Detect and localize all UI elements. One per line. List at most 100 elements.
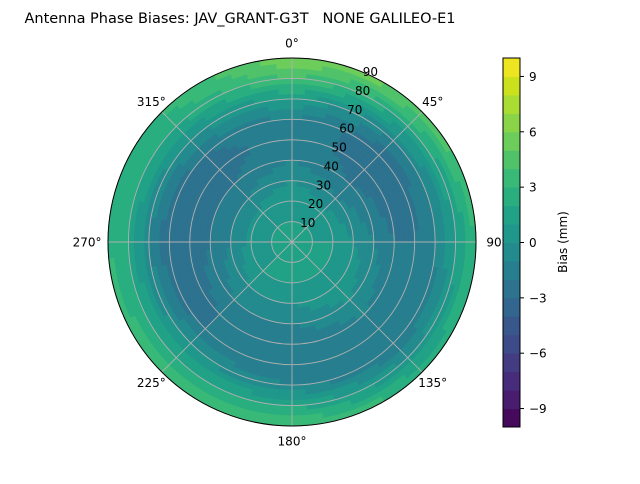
contour-cell (278, 395, 292, 401)
contour-cell (154, 230, 160, 242)
contour-cell (169, 242, 175, 253)
contour-cell (292, 313, 299, 318)
contour-cell (286, 176, 292, 181)
colorbar-tick-label: 9 (529, 70, 537, 84)
contour-cell (288, 201, 292, 206)
contour-cell (292, 155, 300, 160)
contour-cell (292, 273, 295, 278)
contour-cell (460, 242, 466, 257)
r-tick-label: 40 (324, 159, 339, 173)
contour-cell (118, 242, 124, 257)
contour-cell (292, 140, 301, 145)
contour-cell (292, 89, 305, 95)
colorbar-tick-label: 0 (529, 236, 537, 250)
contour-cell (292, 390, 305, 396)
contour-cell (292, 374, 304, 380)
contour-cell (200, 234, 205, 242)
colorbar-level (503, 206, 520, 225)
contour-cell (236, 237, 241, 242)
contour-cell (296, 287, 301, 293)
contour-cell (323, 239, 328, 242)
colorbar-tick-label: 3 (529, 181, 537, 195)
contour-cell (215, 242, 220, 249)
contour-cell (226, 242, 231, 248)
contour-cell (134, 228, 140, 242)
r-tick-label: 20 (308, 197, 323, 211)
contour-cell (283, 140, 292, 145)
contour-cell (281, 359, 292, 365)
contour-cell (379, 234, 384, 242)
colorbar-level (503, 95, 520, 114)
contour-cell (424, 230, 430, 242)
contour-cell (292, 124, 302, 130)
contour-cell (215, 235, 220, 242)
contour-cell (399, 242, 405, 252)
contour-cell (280, 379, 292, 385)
colorbar-level (503, 224, 520, 243)
contour-cell (149, 230, 155, 242)
contour-cell (429, 230, 435, 242)
contour-cell (280, 374, 292, 380)
contour-cell (205, 234, 210, 242)
contour-cell (292, 339, 301, 344)
contour-cell (288, 196, 292, 201)
contour-cell (287, 186, 292, 191)
contour-cell (287, 298, 292, 303)
contour-cell (283, 191, 288, 197)
contour-cell (190, 242, 195, 251)
contour-cell (292, 104, 304, 110)
contour-cell (174, 232, 180, 242)
contour-cell (424, 242, 430, 254)
contour-cell (292, 150, 300, 155)
colorbar-level (503, 279, 520, 298)
contour-cell (358, 236, 363, 242)
contour-cell (353, 236, 358, 242)
colorbar-level (503, 353, 520, 372)
contour-cell (445, 242, 451, 256)
colorbar-level (503, 409, 520, 428)
contour-cell (292, 165, 299, 170)
contour-cell (292, 395, 306, 401)
r-tick-label: 70 (347, 103, 362, 117)
colorbar-level (503, 298, 520, 317)
contour-cell (292, 298, 297, 303)
contour-cell (409, 242, 415, 253)
contour-cell (338, 238, 343, 242)
contour-cell (286, 303, 292, 308)
contour-cell (285, 313, 292, 318)
contour-cell (389, 242, 394, 251)
contour-cell (292, 323, 300, 328)
theta-tick-label: 45° (422, 95, 443, 109)
contour-cell (278, 84, 292, 90)
contour-cell (292, 84, 306, 90)
contour-cell (246, 242, 251, 246)
contour-cell (284, 323, 292, 328)
contour-cell (282, 186, 287, 192)
contour-cell (169, 231, 175, 242)
colorbar-level (503, 169, 520, 188)
contour-cell (154, 242, 160, 254)
theta-tick-label: 180° (278, 435, 307, 449)
contour-cell (440, 242, 446, 255)
polar-grid (108, 58, 476, 426)
contour-cell (342, 232, 348, 237)
contour-cell (284, 155, 292, 160)
contour-cell (429, 242, 435, 254)
contour-cell (139, 229, 145, 242)
colorbar-level (503, 132, 520, 151)
contour-cell (292, 293, 297, 298)
contour-cell (279, 89, 292, 95)
theta-tick-label: 270° (73, 236, 102, 250)
contour-cell (231, 242, 236, 247)
contour-cell (289, 206, 292, 211)
contour-cell (292, 130, 302, 136)
colorbar-tick-label: 6 (529, 125, 537, 139)
contour-cell (236, 246, 242, 251)
contour-cell (337, 233, 343, 238)
contour-cell (292, 145, 300, 150)
r-tick-label: 90 (363, 65, 378, 79)
contour-cell (287, 293, 292, 298)
contour-cell (280, 104, 292, 110)
theta-tick-label: 315° (137, 95, 166, 109)
contour-cell (286, 170, 292, 175)
